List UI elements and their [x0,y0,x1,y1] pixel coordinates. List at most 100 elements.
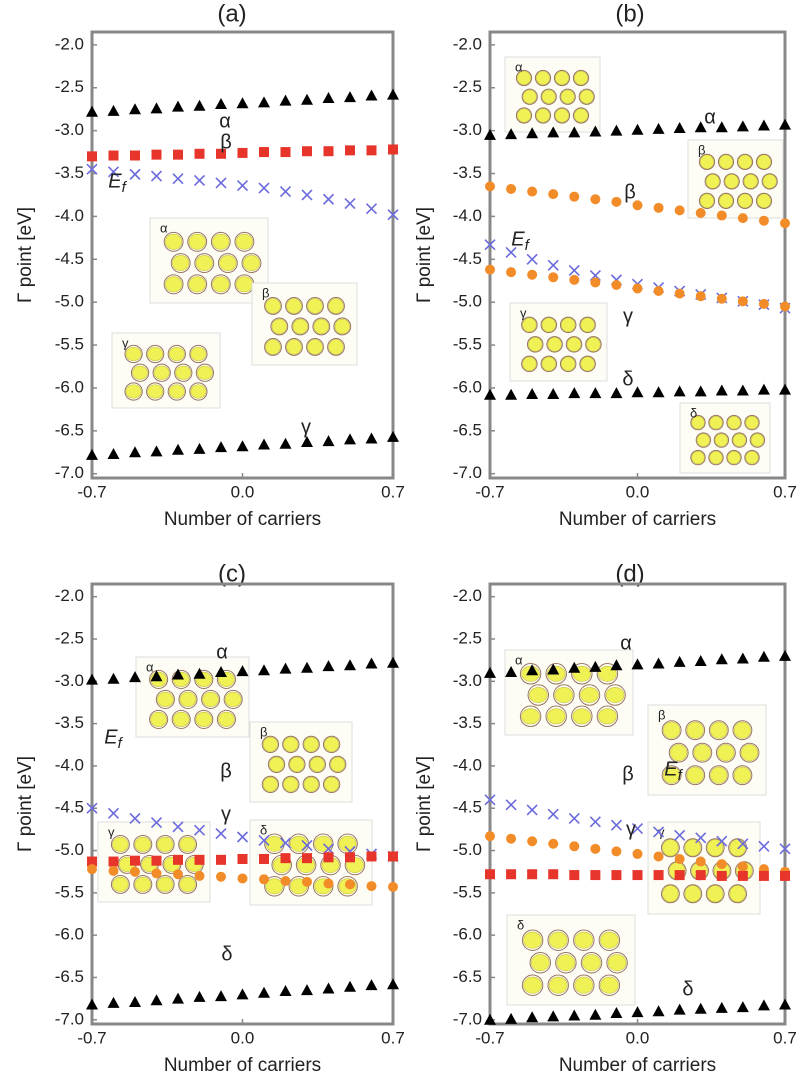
orbital-lobe [517,109,530,123]
orbital-lobe [581,687,599,702]
orbital-lobe [197,366,212,380]
orbital-lobe [710,451,723,464]
y-tick-label: -2.5 [55,77,84,96]
x-tick-label: 0.0 [231,482,255,501]
y-tick-label: -3.5 [453,163,482,182]
triangle-point [108,105,120,116]
orbital-lobe [711,767,728,783]
triangle-point [344,659,356,670]
circle-point [548,839,558,849]
cross-point [548,809,558,819]
orbital-lobe [744,174,757,188]
orbital-lobe [581,318,595,332]
circle-point [654,286,664,296]
square-point [485,869,495,879]
y-tick-label: -6.5 [55,967,84,986]
orbital-lobe [180,692,196,706]
orbital-lobe [697,434,710,447]
triangle-point [86,674,98,685]
triangle-point [758,384,770,395]
triangle-point [280,438,292,449]
cross-point [216,178,226,188]
orbital-lobe [561,357,575,371]
y-tick-label: -2.0 [453,586,482,605]
circle-point [780,218,790,228]
square-point [324,852,334,862]
orbital-lobe [529,687,547,702]
circle-point [173,869,183,879]
triangle-point [610,387,622,398]
triangle-point [108,448,120,459]
orbital-lobe [269,757,283,771]
y-tick-label: -5.0 [55,840,84,859]
circle-point [109,866,119,876]
plot-frame [92,584,393,1024]
y-tick-label: -6.0 [55,377,84,396]
circle-point [696,291,706,301]
series-label: γ [221,803,231,825]
triangle-point [215,990,227,1001]
x-tick-label: 0.7 [381,1028,405,1047]
circle-point [238,873,248,883]
orbital-lobe [287,299,302,314]
square-point [238,854,248,864]
triangle-point [716,653,728,664]
cross-point [302,190,312,200]
cross-point [611,820,621,830]
orbital-lobe [700,194,713,208]
y-tick-label: -6.0 [453,925,482,944]
inset-label: δ [517,917,524,932]
triangle-point [108,673,120,684]
cross-point [152,171,162,181]
orbital-lobe [290,757,304,771]
circle-point [738,296,748,306]
orbital-inset: β [688,140,783,218]
square-point [152,856,162,866]
square-point [696,870,706,880]
orbital-lobe [581,357,595,371]
series-label: δ [682,978,693,1000]
circle-point [302,877,312,887]
orbital-lobe [542,357,556,371]
triangle-point [610,1007,622,1018]
triangle-point [653,386,665,397]
triangle-point [505,389,517,400]
triangle-point [366,433,378,444]
y-axis-label: Γ point [eV] [414,756,435,852]
orbital-lobe [284,737,298,751]
circle-point [696,208,706,218]
orbital-lobe [126,385,141,399]
cross-point [238,832,248,842]
orbital-lobe [746,451,759,464]
square-point [569,870,579,880]
y-tick-label: -2.5 [453,77,482,96]
circle-point [611,846,621,856]
circle-point [216,872,226,882]
orbital-lobe [555,71,568,85]
orbital-lobe [524,932,542,948]
x-axis-label: Number of carriers [559,1055,716,1076]
y-tick-label: -2.0 [55,586,84,605]
orbital-lobe [272,319,287,334]
square-point [345,852,355,862]
y-tick-label: -7.0 [55,463,84,482]
circle-point [611,280,621,290]
square-point [173,855,183,865]
square-point [173,150,183,160]
orbital-lobe [329,340,344,355]
circle-point [195,871,205,881]
cross-point [569,265,579,275]
triangle-point [568,1010,580,1021]
square-point [759,871,769,881]
triangle-point [323,92,335,103]
triangle-point [653,123,665,134]
orbital-inset: γ [510,303,607,381]
orbital-lobe [728,416,741,429]
triangle-point [526,388,538,399]
orbital-inset: γ [112,333,220,408]
cross-point [238,181,248,191]
triangle-point [129,103,141,114]
series-label: β [220,131,232,153]
orbital-lobe [191,347,206,361]
triangle-point [344,433,356,444]
